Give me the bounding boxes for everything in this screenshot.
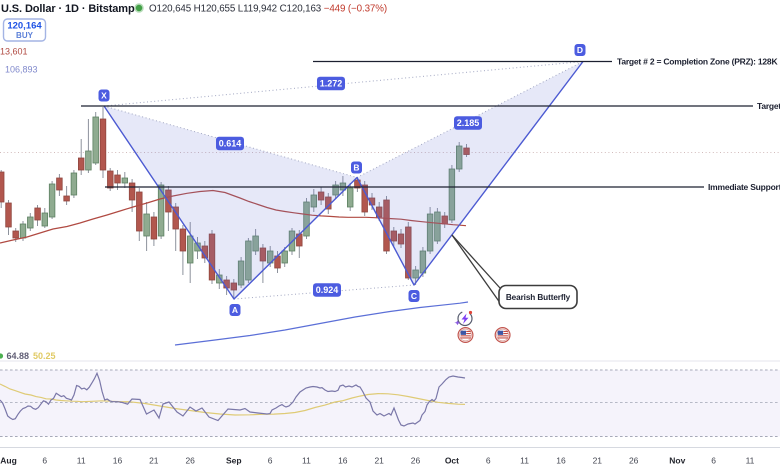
svg-text:Nov: Nov: [669, 456, 685, 466]
svg-text:26: 26: [185, 456, 195, 466]
svg-text:11: 11: [520, 456, 529, 466]
svg-text:106,893: 106,893: [5, 65, 38, 75]
svg-text:21: 21: [593, 456, 603, 466]
svg-text:6: 6: [42, 456, 47, 466]
svg-text:16: 16: [113, 456, 123, 466]
svg-text:Target # 1 = 124K: Target # 1 = 124K: [757, 101, 780, 111]
svg-text:Aug: Aug: [0, 456, 17, 466]
svg-text:13,601: 13,601: [0, 47, 28, 57]
svg-text:64.88: 64.88: [7, 351, 30, 361]
svg-text:21: 21: [374, 456, 384, 466]
svg-text:50.25: 50.25: [33, 351, 56, 361]
svg-text:O120,645 H120,655 L119,942 C12: O120,645 H120,655 L119,942 C120,163 −449…: [149, 4, 387, 15]
svg-text:11: 11: [302, 456, 311, 466]
svg-text:11: 11: [77, 456, 86, 466]
svg-text:16: 16: [556, 456, 566, 466]
svg-text:16: 16: [338, 456, 348, 466]
svg-text:A: A: [232, 305, 238, 315]
svg-text:Target # 2 = Completion Zone (: Target # 2 = Completion Zone (PRZ): 128K: [617, 57, 778, 67]
svg-text:26: 26: [629, 456, 639, 466]
svg-text:6: 6: [711, 456, 716, 466]
svg-text:2.185: 2.185: [457, 118, 480, 128]
svg-text:6: 6: [268, 456, 273, 466]
svg-text:C: C: [411, 291, 417, 301]
svg-text:1.272: 1.272: [320, 79, 343, 89]
svg-text:BUY: BUY: [16, 31, 34, 40]
svg-text:120,164: 120,164: [7, 21, 42, 32]
svg-text:26: 26: [411, 456, 421, 466]
svg-text:0.614: 0.614: [219, 139, 242, 149]
svg-text:Bearish Butterfly: Bearish Butterfly: [506, 293, 571, 302]
svg-text:Oct: Oct: [445, 456, 459, 466]
svg-text:0.924: 0.924: [316, 285, 339, 295]
svg-text:B: B: [353, 162, 359, 172]
svg-text:Sep: Sep: [226, 456, 242, 466]
svg-text:11: 11: [746, 456, 755, 466]
svg-text:X: X: [101, 90, 107, 100]
svg-text:6: 6: [486, 456, 491, 466]
svg-text:D: D: [577, 45, 583, 55]
svg-text:U.S. Dollar · 1D · Bitstamp: U.S. Dollar · 1D · Bitstamp: [1, 3, 135, 15]
svg-text:Immediate Support Zone: Immediate Support Zone: [708, 182, 780, 192]
svg-text:21: 21: [149, 456, 159, 466]
